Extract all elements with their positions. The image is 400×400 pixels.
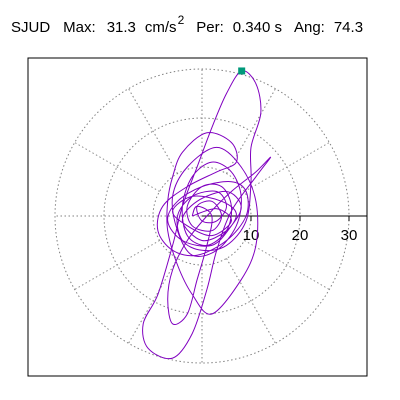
period-label: Per: (196, 19, 224, 36)
angle-label: Ang: (293, 19, 325, 36)
particle-motion-trace (142, 70, 272, 360)
max-label: Max: (63, 19, 96, 36)
station-code: SJUD (11, 19, 51, 36)
plot-header: SJUD Max: 31.3 cm/s2 Per: 0.340 s Ang: 74.3 (11, 13, 364, 39)
grid-spoke-120 (128, 88, 178, 174)
radial-axis: 10 20 30 (202, 215, 367, 244)
grid-spoke-210 (74, 240, 160, 290)
max-value: 31.3 (106, 19, 136, 36)
grid-spoke-30 (244, 142, 330, 192)
radial-tick-label-30: 30 (341, 227, 358, 244)
radial-tick-label-10: 10 (243, 227, 260, 244)
angle-value: 74.3 (333, 19, 364, 36)
max-unit: cm/s2 (144, 13, 184, 39)
grid-spoke-150 (74, 142, 160, 192)
peak-marker (238, 67, 246, 75)
max-unit-exponent: 2 (177, 13, 185, 27)
grid-spoke-240 (128, 258, 178, 344)
particle-trace-group (142, 70, 272, 360)
peak-marker-group (238, 67, 246, 75)
radial-tick-label-20: 20 (292, 227, 309, 244)
max-unit-base: cm/s (144, 19, 177, 36)
period-value: 0.340 s (232, 19, 282, 36)
plot-frame (27, 57, 368, 377)
grid-spoke-300 (226, 258, 276, 344)
grid-spoke-330 (244, 240, 330, 290)
